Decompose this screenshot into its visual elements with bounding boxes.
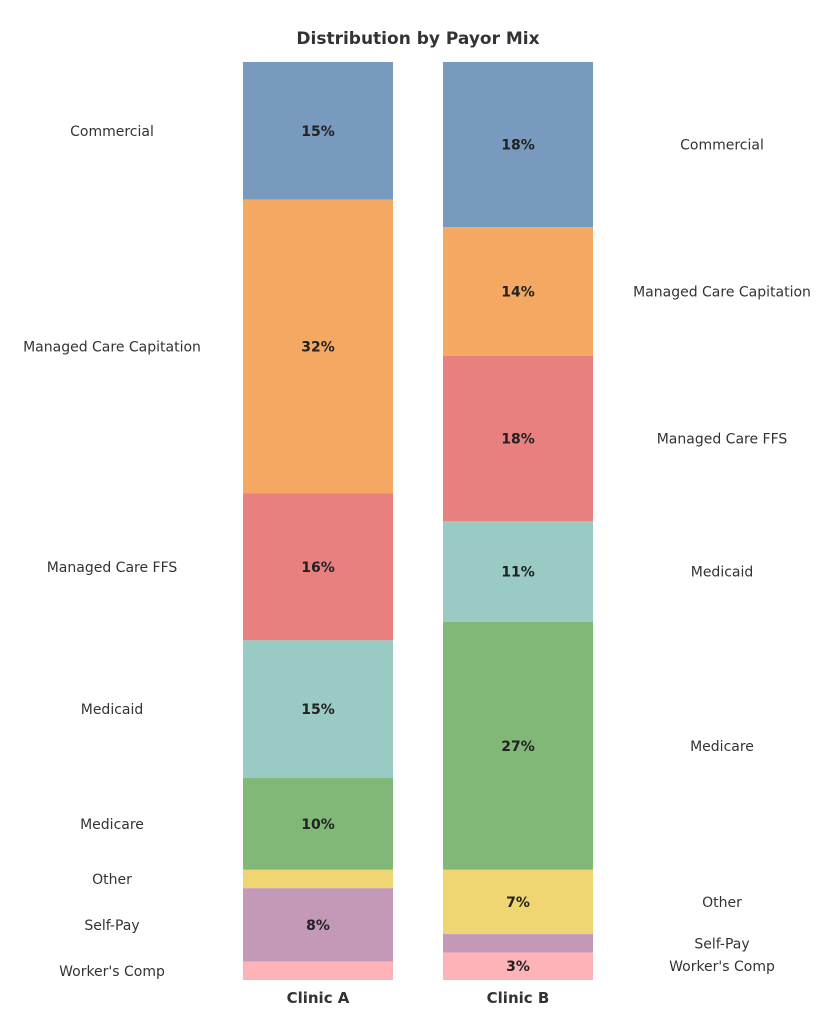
bar-segment-clinic-b-managed-care-capitation[interactable] [443, 227, 593, 356]
bar-segment-clinic-b-self-pay[interactable] [443, 934, 593, 953]
category-label-managed-care-capitation: Managed Care Capitation [23, 340, 201, 356]
bar-segment-clinic-b-managed-care-ffs[interactable] [443, 355, 593, 521]
data-label: 32% [301, 340, 335, 356]
category-label-other: Other [92, 872, 132, 888]
data-label: 18% [501, 431, 535, 447]
x-tick-label: Clinic B [487, 989, 550, 1007]
data-label: 15% [301, 702, 335, 718]
category-label-managed-care-capitation: Managed Care Capitation [633, 285, 811, 301]
bar-segment-clinic-b-medicare[interactable] [443, 621, 593, 870]
bar-segment-clinic-a-self-pay[interactable] [243, 888, 393, 962]
data-label: 11% [501, 564, 535, 580]
bar-segment-clinic-a-commercial[interactable] [243, 62, 393, 200]
bar-segment-clinic-b-worker-s-comp[interactable] [443, 952, 593, 980]
category-label-worker-s-comp: Worker's Comp [669, 959, 775, 975]
category-label-medicaid: Medicaid [81, 702, 144, 718]
category-label-self-pay: Self-Pay [694, 936, 749, 952]
bar-segment-clinic-a-managed-care-ffs[interactable] [243, 493, 393, 641]
chart-title: Distribution by Payor Mix [296, 29, 539, 49]
category-label-managed-care-ffs: Managed Care FFS [657, 431, 788, 447]
category-label-medicare: Medicare [80, 817, 144, 833]
data-label: 8% [306, 918, 330, 934]
bar-segment-clinic-a-medicaid[interactable] [243, 640, 393, 779]
category-label-medicare: Medicare [690, 739, 754, 755]
category-label-commercial: Commercial [680, 138, 764, 154]
data-label: 10% [301, 817, 335, 833]
data-label: 27% [501, 739, 535, 755]
data-label: 7% [506, 895, 530, 911]
category-label-medicaid: Medicaid [691, 564, 754, 580]
data-label: 16% [301, 560, 335, 576]
bar-segment-clinic-b-other[interactable] [443, 869, 593, 935]
data-label: 3% [506, 959, 530, 975]
data-label: 18% [501, 138, 535, 154]
bar-segment-clinic-a-other[interactable] [243, 869, 393, 889]
category-label-commercial: Commercial [70, 124, 154, 140]
category-label-other: Other [702, 895, 742, 911]
category-label-worker-s-comp: Worker's Comp [59, 964, 165, 980]
x-tick-label: Clinic A [287, 989, 350, 1007]
bar-segment-clinic-a-medicare[interactable] [243, 778, 393, 870]
bar-segment-clinic-a-managed-care-capitation[interactable] [243, 199, 393, 494]
bar-segment-clinic-a-worker-s-comp[interactable] [243, 961, 393, 980]
bar-segment-clinic-b-medicaid[interactable] [443, 521, 593, 622]
category-label-managed-care-ffs: Managed Care FFS [47, 560, 178, 576]
data-label: 14% [501, 285, 535, 301]
bar-segment-clinic-b-commercial[interactable] [443, 62, 593, 228]
data-label: 15% [301, 124, 335, 140]
category-label-self-pay: Self-Pay [84, 918, 139, 934]
